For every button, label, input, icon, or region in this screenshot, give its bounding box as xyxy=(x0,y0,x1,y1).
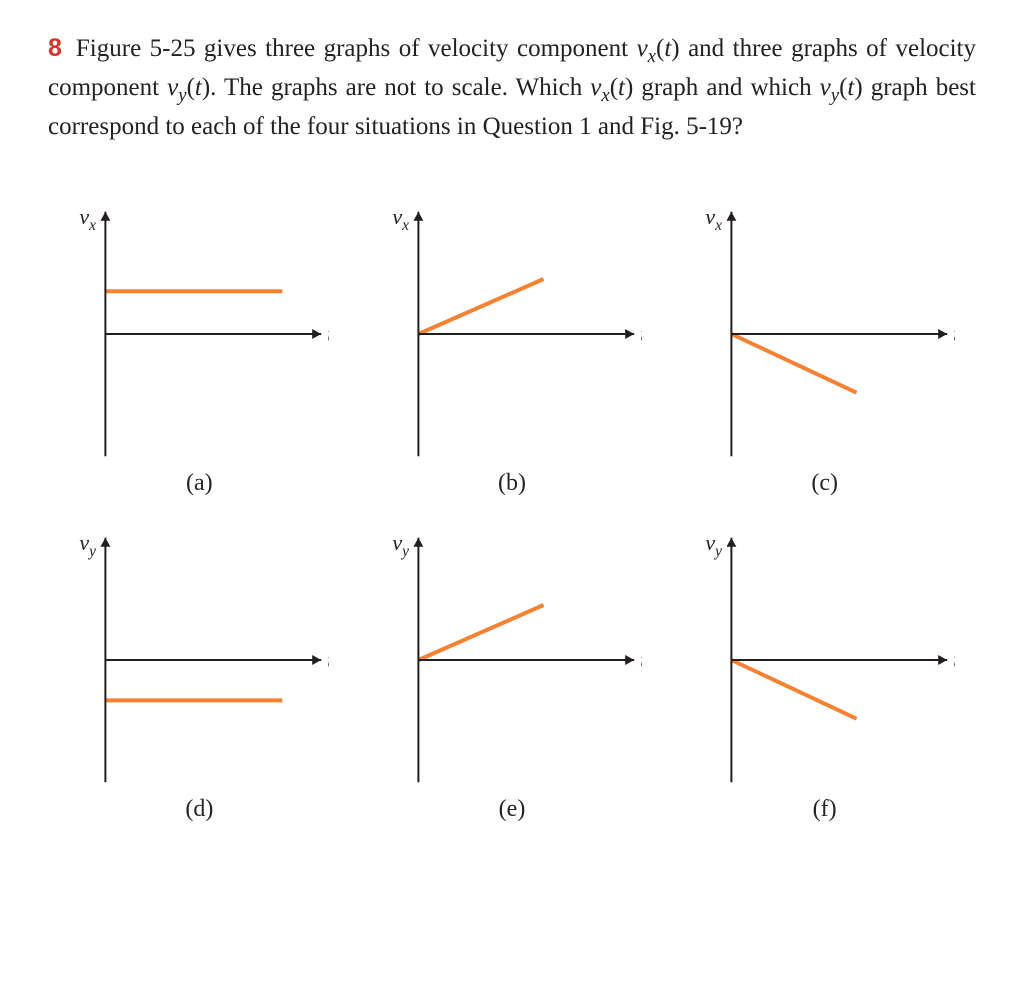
x-axis-arrow xyxy=(625,655,634,665)
panel-caption: (f) xyxy=(813,792,837,827)
figure-grid: vx t (a) vx t (b) vx t (c) vy t (d) vy t (e) vy t (f) xyxy=(48,204,976,828)
x-axis-label: t xyxy=(953,647,955,672)
panel-f: vy t (f) xyxy=(673,530,976,827)
x-axis-arrow xyxy=(313,655,322,665)
panel-d: vy t (d) xyxy=(48,530,351,827)
y-axis-arrow xyxy=(413,211,423,220)
x-axis-arrow xyxy=(313,329,322,339)
y-axis-arrow xyxy=(101,538,111,547)
question-text: 8Figure 5-25 gives three graphs of veloc… xyxy=(48,30,976,146)
plot-d: vy t xyxy=(69,530,329,790)
panel-caption: (c) xyxy=(811,466,838,501)
y-axis-arrow xyxy=(726,211,736,220)
y-axis-label: vy xyxy=(392,530,409,560)
x-axis-arrow xyxy=(938,329,947,339)
data-line xyxy=(418,605,543,660)
data-line xyxy=(731,334,856,393)
panel-caption: (e) xyxy=(499,792,526,827)
panel-caption: (d) xyxy=(185,792,213,827)
y-axis-label: vx xyxy=(705,204,722,234)
plot-e: vy t xyxy=(382,530,642,790)
y-axis-label: vy xyxy=(705,530,722,560)
question-number: 8 xyxy=(48,34,62,62)
x-axis-label: t xyxy=(953,321,955,346)
plot-b: vx t xyxy=(382,204,642,464)
y-axis-label: vy xyxy=(80,530,97,560)
panel-caption: (a) xyxy=(186,466,213,501)
data-line xyxy=(731,660,856,719)
x-axis-label: t xyxy=(640,321,642,346)
plot-f: vy t xyxy=(695,530,955,790)
y-axis-label: vx xyxy=(80,204,97,234)
data-line xyxy=(418,279,543,334)
panel-b: vx t (b) xyxy=(361,204,664,501)
y-axis-arrow xyxy=(726,538,736,547)
panel-caption: (b) xyxy=(498,466,526,501)
panel-a: vx t (a) xyxy=(48,204,351,501)
x-axis-arrow xyxy=(938,655,947,665)
x-axis-arrow xyxy=(625,329,634,339)
panel-c: vx t (c) xyxy=(673,204,976,501)
panel-e: vy t (e) xyxy=(361,530,664,827)
x-axis-label: t xyxy=(328,647,330,672)
x-axis-label: t xyxy=(640,647,642,672)
plot-a: vx t xyxy=(69,204,329,464)
plot-c: vx t xyxy=(695,204,955,464)
y-axis-arrow xyxy=(101,211,111,220)
y-axis-label: vx xyxy=(392,204,409,234)
x-axis-label: t xyxy=(328,321,330,346)
y-axis-arrow xyxy=(413,538,423,547)
